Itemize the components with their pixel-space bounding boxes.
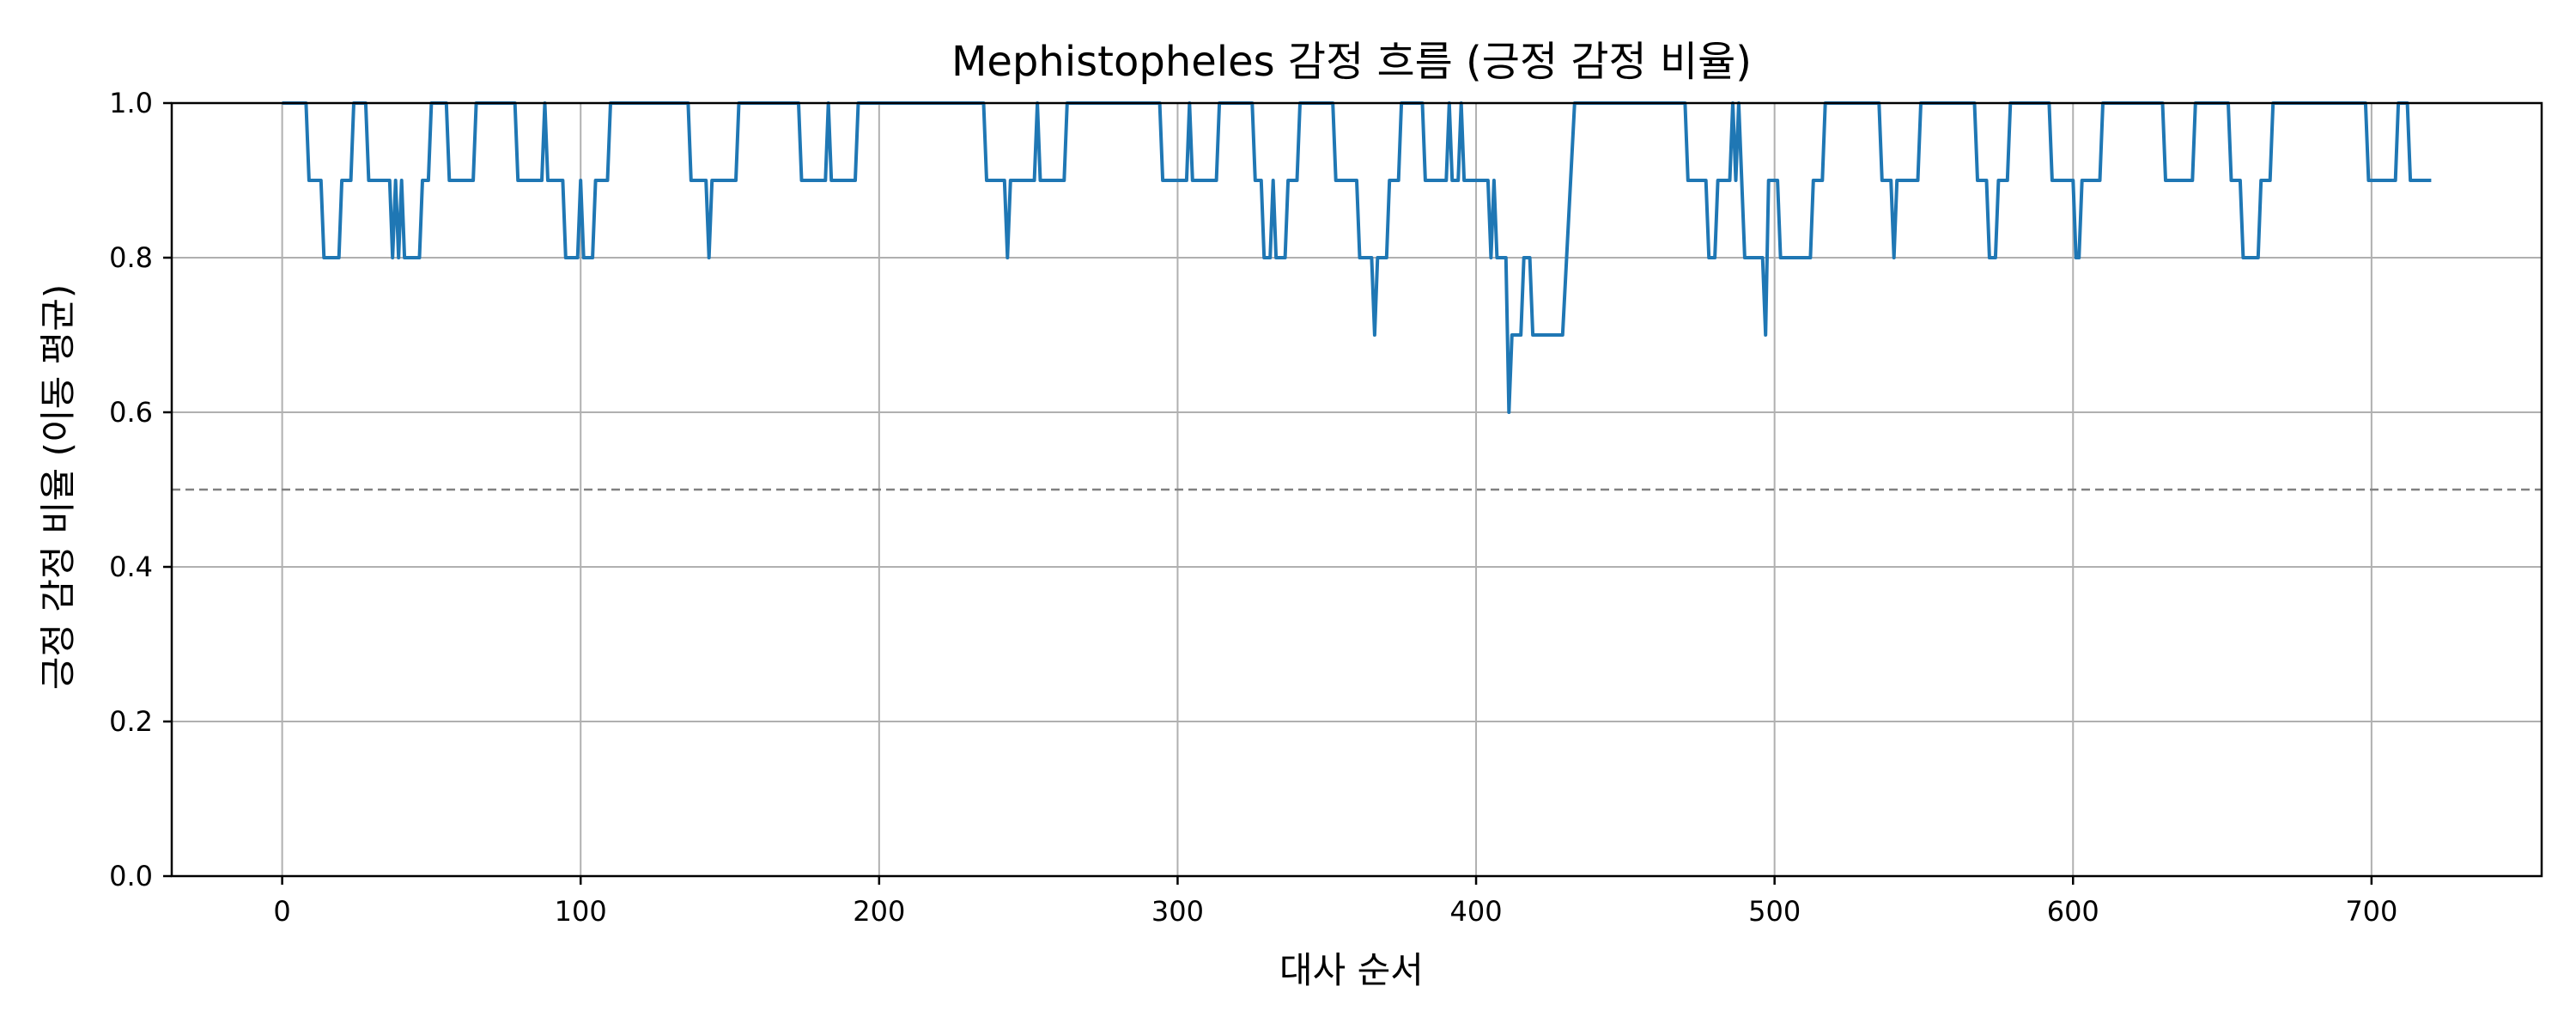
x-tick-label: 0 <box>273 895 290 928</box>
series-line <box>282 101 2432 414</box>
axis-ticks: 0 100 200 300 400 500 600 700 0.0 0.2 0.4 0.6 0.8 1.0 <box>109 87 2397 928</box>
plot-area-frame <box>170 101 2543 878</box>
y-tick-label: 0.4 <box>109 551 153 583</box>
y-tick-label: 0.8 <box>109 241 153 274</box>
x-tick-label: 500 <box>1748 895 1801 928</box>
y-tick-label: 0.6 <box>109 396 153 429</box>
x-tick-label: 600 <box>2047 895 2099 928</box>
x-axis-label: 대사 순서 <box>1279 949 1424 991</box>
x-tick-label: 300 <box>1151 895 1204 928</box>
x-tick-label: 700 <box>2345 895 2397 928</box>
y-axis-label: 긍정 감정 비율 (이동 평균) <box>37 284 79 691</box>
x-tick-label: 200 <box>853 895 905 928</box>
y-tick-label: 1.0 <box>109 87 153 119</box>
x-tick-label: 100 <box>555 895 607 928</box>
y-tick-label: 0.2 <box>109 705 153 738</box>
chart-title: Mephistopheles 감정 흐름 (긍정 감정 비율) <box>951 38 1752 86</box>
x-tick-label: 400 <box>1450 895 1503 928</box>
y-tick-label: 0.0 <box>109 860 153 892</box>
